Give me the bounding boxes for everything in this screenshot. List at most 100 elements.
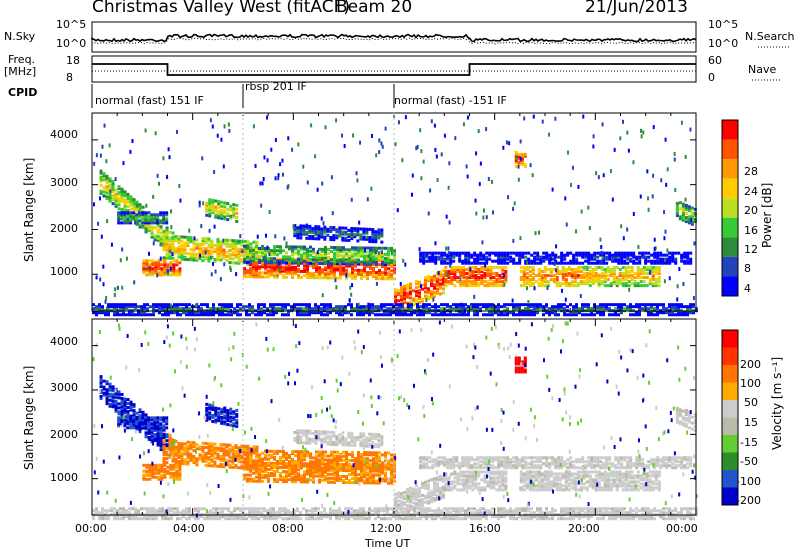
data-cell bbox=[560, 261, 564, 265]
data-cell bbox=[327, 260, 330, 264]
data-cell bbox=[102, 264, 105, 269]
data-cell bbox=[150, 440, 154, 444]
data-cell bbox=[123, 208, 127, 212]
data-cell bbox=[536, 303, 539, 307]
data-cell bbox=[226, 423, 230, 427]
data-cell bbox=[564, 278, 568, 282]
data-cell bbox=[266, 313, 269, 317]
data-cell bbox=[177, 455, 181, 459]
data-cell bbox=[144, 420, 148, 424]
data-cell bbox=[261, 249, 264, 253]
data-cell bbox=[160, 467, 164, 471]
data-cell bbox=[300, 259, 303, 263]
data-cell bbox=[177, 249, 181, 253]
data-cell bbox=[524, 255, 528, 259]
data-cell bbox=[267, 475, 270, 479]
data-cell bbox=[303, 274, 306, 278]
data-cell bbox=[350, 307, 353, 311]
data-cell bbox=[140, 313, 143, 317]
data-cell bbox=[306, 272, 309, 276]
data-cell bbox=[100, 234, 103, 239]
data-cell bbox=[149, 305, 152, 309]
data-cell bbox=[285, 476, 288, 480]
data-cell bbox=[208, 228, 211, 233]
power-ytick-1000: 1000 bbox=[50, 265, 78, 278]
data-cell bbox=[308, 311, 311, 315]
data-cell bbox=[246, 260, 249, 264]
data-cell bbox=[120, 221, 124, 225]
data-cell bbox=[648, 267, 652, 271]
data-cell bbox=[120, 408, 124, 412]
data-cell bbox=[465, 284, 469, 288]
data-cell bbox=[123, 409, 127, 413]
data-cell bbox=[360, 250, 363, 254]
data-cell bbox=[207, 253, 211, 257]
data-cell bbox=[315, 253, 318, 257]
data-cell bbox=[374, 236, 378, 240]
data-cell bbox=[296, 232, 300, 236]
data-cell bbox=[138, 422, 142, 426]
data-cell bbox=[686, 313, 689, 317]
data-cell bbox=[324, 247, 327, 251]
data-cell bbox=[612, 265, 616, 269]
data-cell bbox=[538, 230, 541, 235]
data-cell bbox=[155, 305, 158, 309]
data-cell bbox=[216, 242, 220, 246]
data-cell bbox=[222, 451, 226, 455]
data-cell bbox=[401, 304, 404, 309]
data-cell bbox=[600, 276, 604, 280]
data-cell bbox=[581, 253, 585, 257]
data-cell bbox=[279, 269, 282, 273]
data-cell bbox=[229, 417, 233, 421]
freq-unit-label: [MHz] bbox=[4, 65, 37, 78]
data-cell bbox=[195, 463, 199, 467]
data-cell bbox=[338, 228, 342, 232]
data-cell bbox=[377, 305, 380, 309]
data-cell bbox=[326, 229, 330, 233]
data-cell bbox=[267, 467, 270, 471]
data-cell bbox=[618, 278, 622, 282]
data-cell bbox=[223, 262, 226, 267]
data-cell bbox=[681, 202, 685, 206]
data-cell bbox=[272, 307, 275, 311]
data-cell bbox=[632, 313, 635, 317]
data-cell bbox=[372, 252, 375, 256]
data-cell bbox=[273, 253, 276, 257]
data-cell bbox=[153, 213, 157, 217]
data-cell bbox=[624, 267, 628, 271]
data-cell bbox=[159, 444, 163, 448]
data-cell bbox=[117, 396, 121, 400]
data-cell bbox=[248, 307, 251, 311]
data-cell bbox=[520, 152, 524, 156]
data-cell bbox=[267, 275, 270, 279]
data-cell bbox=[226, 413, 230, 417]
data-cell bbox=[198, 244, 202, 248]
data-cell bbox=[564, 282, 568, 286]
data-cell bbox=[614, 303, 617, 307]
data-cell bbox=[108, 197, 112, 201]
data-cell bbox=[468, 276, 472, 280]
data-cell bbox=[273, 273, 276, 277]
data-cell bbox=[550, 256, 553, 261]
data-cell bbox=[520, 162, 524, 166]
data-cell bbox=[162, 244, 166, 248]
data-cell bbox=[108, 193, 112, 197]
data-cell bbox=[464, 251, 468, 255]
data-cell bbox=[336, 276, 339, 280]
data-cell bbox=[629, 257, 633, 261]
data-cell bbox=[449, 261, 453, 265]
data-cell bbox=[462, 272, 466, 276]
data-cell bbox=[220, 409, 224, 413]
data-cell bbox=[318, 470, 321, 474]
data-cell bbox=[210, 464, 214, 468]
data-cell bbox=[575, 229, 578, 234]
data-cell bbox=[537, 282, 541, 286]
data-cell bbox=[211, 200, 215, 204]
data-cell bbox=[479, 261, 483, 265]
data-cell bbox=[157, 267, 161, 271]
data-cell bbox=[226, 415, 230, 419]
data-cell bbox=[188, 303, 191, 307]
data-cell bbox=[371, 228, 375, 232]
data-cell bbox=[548, 255, 552, 259]
data-cell bbox=[132, 215, 136, 219]
